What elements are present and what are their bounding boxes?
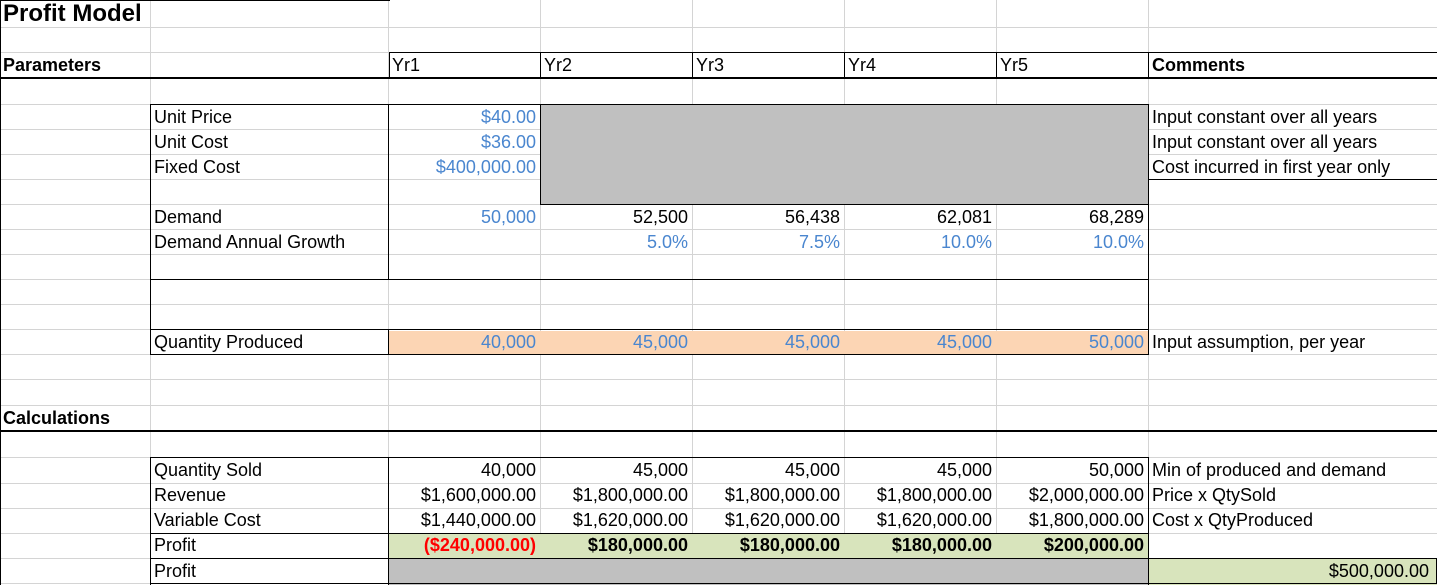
quantity-sold-label: Quantity Sold [154,460,263,480]
year-header-yr2: Yr2 [544,55,573,75]
profit-total-fill [1149,559,1437,585]
fixed-cost-cell[interactable]: $400,000.00 [435,157,536,177]
demand-cell-yr4[interactable]: 62,081 [936,207,992,227]
profit-yearly-fill [389,534,1148,558]
quantity-produced-cell-yr4[interactable]: 45,000 [936,332,992,352]
profit-cell-yr3[interactable]: $180,000.00 [739,535,840,555]
variable-cost-label: Variable Cost [154,510,261,530]
quantity-produced-cell-yr2[interactable]: 45,000 [632,332,688,352]
demand-cell-yr2[interactable]: 52,500 [632,207,688,227]
quantity-produced-comment: Input assumption, per year [1152,332,1366,352]
quantity-produced-cell-yr1[interactable]: 40,000 [480,332,536,352]
profit-cell-yr1[interactable]: ($240,000.00) [423,535,536,555]
comments-header: Comments [1152,55,1246,75]
profit-yearly-label: Profit [154,535,197,555]
quantity-sold-cell-yr2[interactable]: 45,000 [632,460,688,480]
demand-growth-cell-yr3[interactable]: 7.5% [798,232,840,252]
year-header-yr5: Yr5 [1000,55,1029,75]
demand-growth-cell-yr4[interactable]: 10.0% [940,232,992,252]
quantity-produced-fill [389,331,1148,355]
fixed-cost-label: Fixed Cost [154,157,241,177]
demand-cell-yr5[interactable]: 68,289 [1088,207,1144,227]
variable-cost-cell-yr4[interactable]: $1,620,000.00 [876,510,992,530]
revenue-label: Revenue [154,485,227,505]
revenue-cell-yr1[interactable]: $1,600,000.00 [420,485,536,505]
quantity-sold-cell-yr3[interactable]: 45,000 [784,460,840,480]
parameters-section-label: Parameters [3,55,102,75]
revenue-cell-yr4[interactable]: $1,800,000.00 [876,485,992,505]
profit-total-label: Profit [154,561,197,581]
quantity-sold-cell-yr5[interactable]: 50,000 [1088,460,1144,480]
fixed-cost-comment: Cost incurred in first year only [1152,157,1391,177]
sheet-title: Profit Model [3,0,142,27]
demand-growth-cell-yr5[interactable]: 10.0% [1092,232,1144,252]
profit-cell-yr2[interactable]: $180,000.00 [587,535,688,555]
calculations-section-label: Calculations [3,408,111,428]
revenue-cell-yr5[interactable]: $2,000,000.00 [1028,485,1144,505]
revenue-cell-yr2[interactable]: $1,800,000.00 [572,485,688,505]
quantity-sold-comment: Min of produced and demand [1152,460,1387,480]
variable-cost-cell-yr2[interactable]: $1,620,000.00 [572,510,688,530]
revenue-cell-yr3[interactable]: $1,800,000.00 [724,485,840,505]
variable-cost-cell-yr3[interactable]: $1,620,000.00 [724,510,840,530]
unit-cost-label: Unit Cost [154,132,229,152]
demand-cell-yr3[interactable]: 56,438 [784,207,840,227]
quantity-sold-cell-yr1[interactable]: 40,000 [480,460,536,480]
year-header-yr1: Yr1 [392,55,421,75]
demand-growth-cell-yr2[interactable]: 5.0% [646,232,688,252]
year-header-yr4: Yr4 [848,55,877,75]
demand-growth-label: Demand Annual Growth [154,232,346,252]
unit-cost-comment: Input constant over all years [1152,132,1378,152]
profit-cell-yr5[interactable]: $200,000.00 [1043,535,1144,555]
unit-price-label: Unit Price [154,107,233,127]
gray-block-profit [389,559,1148,585]
variable-cost-cell-yr5[interactable]: $1,800,000.00 [1028,510,1144,530]
unit-price-comment: Input constant over all years [1152,107,1378,127]
quantity-produced-cell-yr3[interactable]: 45,000 [784,332,840,352]
demand-cell-yr1[interactable]: 50,000 [480,207,536,227]
year-header-yr3: Yr3 [696,55,725,75]
quantity-produced-cell-yr5[interactable]: 50,000 [1088,332,1144,352]
profit-cell-yr4[interactable]: $180,000.00 [891,535,992,555]
variable-cost-cell-yr1[interactable]: $1,440,000.00 [420,510,536,530]
demand-label: Demand [154,207,223,227]
unit-cost-cell[interactable]: $36.00 [480,132,536,152]
quantity-produced-label: Quantity Produced [154,332,304,352]
gray-block-params [541,105,1148,205]
profit-total-cell[interactable]: $500,000.00 [1328,561,1429,581]
revenue-comment: Price x QtySold [1152,485,1277,505]
quantity-sold-cell-yr4[interactable]: 45,000 [936,460,992,480]
unit-price-cell[interactable]: $40.00 [480,107,536,127]
variable-cost-comment: Cost x QtyProduced [1152,510,1314,530]
